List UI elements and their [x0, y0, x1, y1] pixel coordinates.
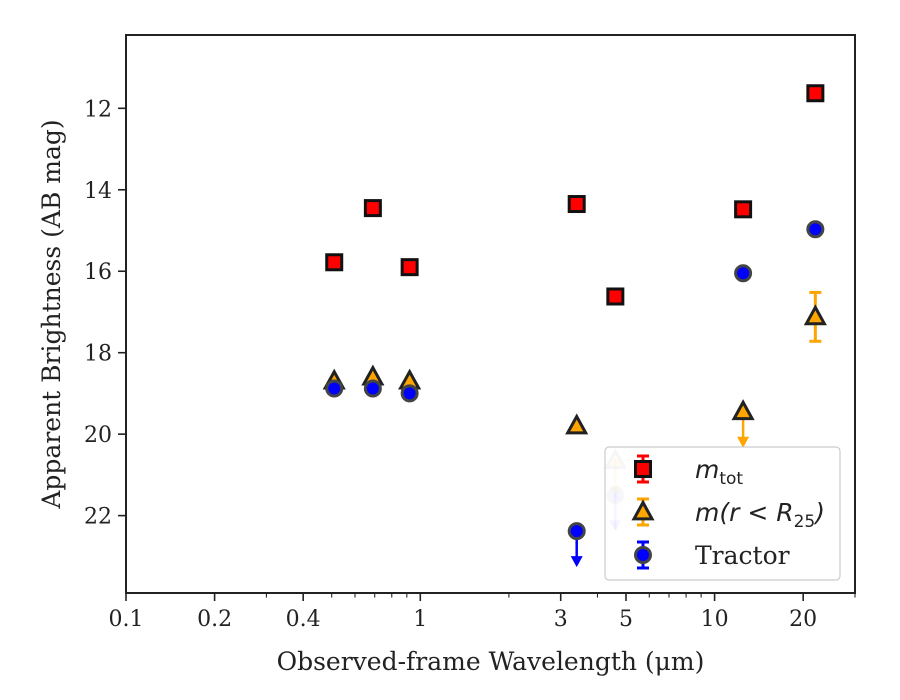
x-tick-label: 10 [701, 607, 729, 632]
y-tick-label: 18 [84, 342, 112, 367]
upper-limit-arrowhead [737, 436, 750, 448]
plot-frame [125, 34, 856, 594]
legend-entry-0: mtot [634, 454, 743, 489]
legend-label-sub: 25 [794, 512, 816, 532]
legend-label: m(r < R25) [695, 498, 825, 532]
legend-entry-2: Tractor [634, 540, 790, 570]
square-marker [634, 460, 652, 478]
x-tick-label: 0.4 [286, 607, 321, 632]
legend-label: mtot [695, 455, 743, 489]
y-tick-label: 20 [84, 423, 112, 448]
y-axis-label: Apparent Brightness (AB mag) [37, 119, 66, 509]
legend-entry-1: m(r < R25) [631, 497, 825, 532]
x-tick-label: 20 [789, 607, 817, 632]
legend-box [604, 446, 841, 581]
x-tick-label: 0.1 [109, 607, 144, 632]
y-tick-label: 16 [84, 260, 112, 285]
legend-label-main: m(r < R [695, 498, 794, 527]
series-0 [325, 84, 825, 306]
legend: mtot m(r < R25) Tractor [604, 446, 841, 581]
x-tick-label: 0.2 [197, 607, 232, 632]
x-tick-label: 3 [554, 607, 568, 632]
legend-label-main: m [695, 455, 719, 484]
legend-label-after: ) [813, 498, 825, 527]
x-axis-label: Observed-frame Wavelength (μm) [277, 647, 705, 676]
circle-marker [634, 546, 652, 564]
legend-label-main: Tractor [695, 541, 790, 570]
upper-limit-arrowhead [570, 556, 583, 568]
legend-label-sub: tot [719, 469, 743, 489]
y-tick-label: 22 [84, 505, 112, 530]
x-tick-label: 5 [619, 607, 633, 632]
y-tick-label: 14 [84, 179, 112, 204]
triangle-marker [631, 499, 655, 521]
x-tick-label: 1 [413, 607, 427, 632]
axes: 0.1 0.2 0.4 1 3 5 10 20 12 14 16 18 20 22 [84, 34, 856, 632]
y-tick-label: 12 [84, 97, 112, 122]
legend-label: Tractor [695, 541, 790, 570]
